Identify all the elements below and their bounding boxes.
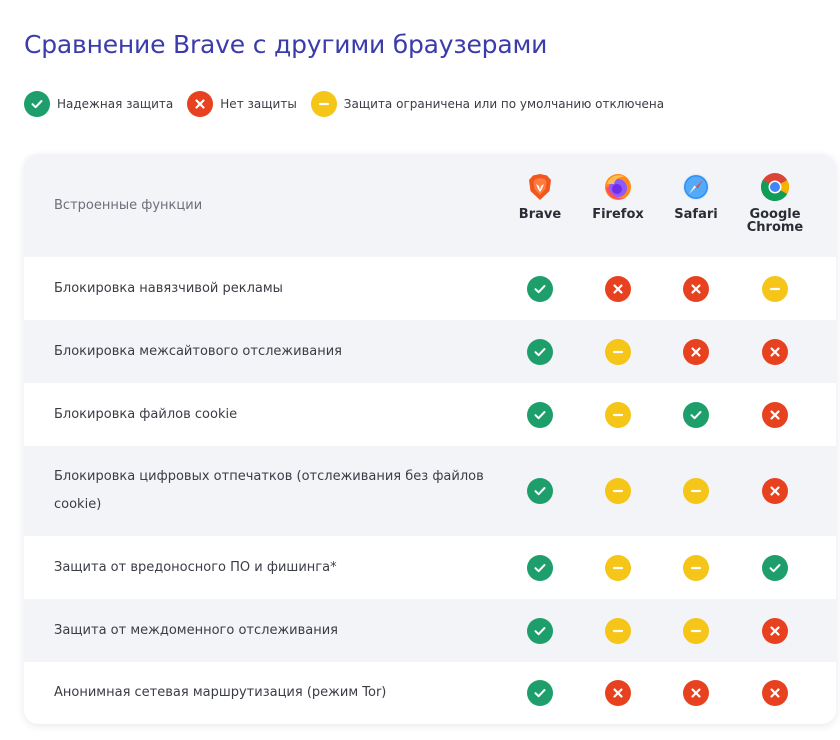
legend-item-no: Нет защиты [187, 91, 297, 117]
table-row: Блокировка межсайтового отслеживания [24, 320, 836, 383]
check-icon [527, 680, 553, 706]
minus-icon [605, 338, 631, 365]
table-row: Блокировка навязчивой рекламы [24, 257, 836, 320]
check-icon [527, 275, 553, 302]
browser-column-firefox: Firefox [578, 172, 658, 221]
cross-icon [762, 401, 788, 428]
cross-icon [683, 680, 709, 706]
page-title: Сравнение Brave с другими браузерами [24, 30, 548, 59]
firefox-icon [605, 174, 631, 200]
cross-icon [605, 680, 631, 706]
check-icon [527, 617, 553, 644]
browser-column-chrome: Google Chrome [735, 172, 815, 234]
cross-icon [762, 338, 788, 365]
feature-label: Блокировка межсайтового отслеживания [54, 343, 342, 359]
minus-icon [605, 478, 631, 504]
check-icon [683, 401, 709, 428]
chrome-icon [761, 173, 789, 201]
minus-icon [683, 554, 709, 581]
feature-label: Защита от вредоносного ПО и фишинга* [54, 559, 337, 575]
cross-icon [762, 680, 788, 706]
browser-column-safari: Safari [656, 172, 736, 221]
minus-icon [310, 91, 337, 117]
check-icon [527, 401, 553, 428]
legend-label-yes: Надежная защита [57, 97, 174, 111]
check-icon [527, 554, 553, 581]
feature-label: Защита от междоменного отслеживания [54, 622, 338, 638]
browser-name-safari: Safari [674, 207, 718, 222]
cross-icon [762, 617, 788, 644]
table-row: Блокировка файлов cookie [24, 383, 836, 446]
minus-icon [683, 478, 709, 504]
table-row: Защита от вредоносного ПО и фишинга* [24, 536, 836, 599]
safari-icon [682, 173, 710, 201]
legend-item-yes: Надежная защита [24, 91, 173, 117]
feature-label: Блокировка навязчивой рекламы [54, 280, 283, 296]
browser-name-firefox: Firefox [592, 207, 644, 222]
minus-icon [605, 554, 631, 581]
browser-name-brave: Brave [518, 207, 562, 222]
table-row: Анонимная сетевая маршрутизация (режим T… [24, 662, 836, 724]
table-header: Встроенные функции Brave Firefox [24, 154, 836, 257]
minus-icon [762, 275, 788, 302]
cross-icon [683, 275, 709, 302]
feature-column-header: Встроенные функции [54, 198, 203, 213]
check-icon [527, 478, 553, 504]
check-icon [762, 554, 788, 581]
legend-item-partial: Защита ограничена или по умолчанию отклю… [310, 91, 665, 117]
comparison-table: Встроенные функции Brave Firefox [24, 154, 836, 724]
minus-icon [605, 401, 631, 428]
legend: Надежная защита Нет защиты Защита ограни… [24, 90, 678, 118]
minus-icon [683, 617, 709, 644]
minus-icon [605, 617, 631, 644]
legend-label-no: Нет защиты [220, 97, 297, 111]
cross-icon [605, 275, 631, 302]
brave-icon [529, 174, 551, 200]
check-icon [24, 91, 50, 117]
cross-icon [683, 338, 709, 365]
cross-icon [762, 478, 788, 504]
feature-label: Блокировка файлов cookie [54, 406, 238, 422]
feature-label: Анонимная сетевая маршрутизация (режим T… [54, 685, 387, 700]
feature-label: Блокировка цифровых отпечатков (отслежив… [54, 469, 484, 512]
browser-name-chrome: Google Chrome [746, 207, 804, 235]
table-row: Защита от междоменного отслеживания [24, 599, 836, 662]
cross-icon [187, 91, 214, 117]
browser-column-brave: Brave [500, 172, 580, 221]
legend-label-partial: Защита ограничена или по умолчанию отклю… [343, 97, 665, 111]
table-row: Блокировка цифровых отпечатков (отслежив… [24, 446, 836, 536]
check-icon [527, 338, 553, 365]
